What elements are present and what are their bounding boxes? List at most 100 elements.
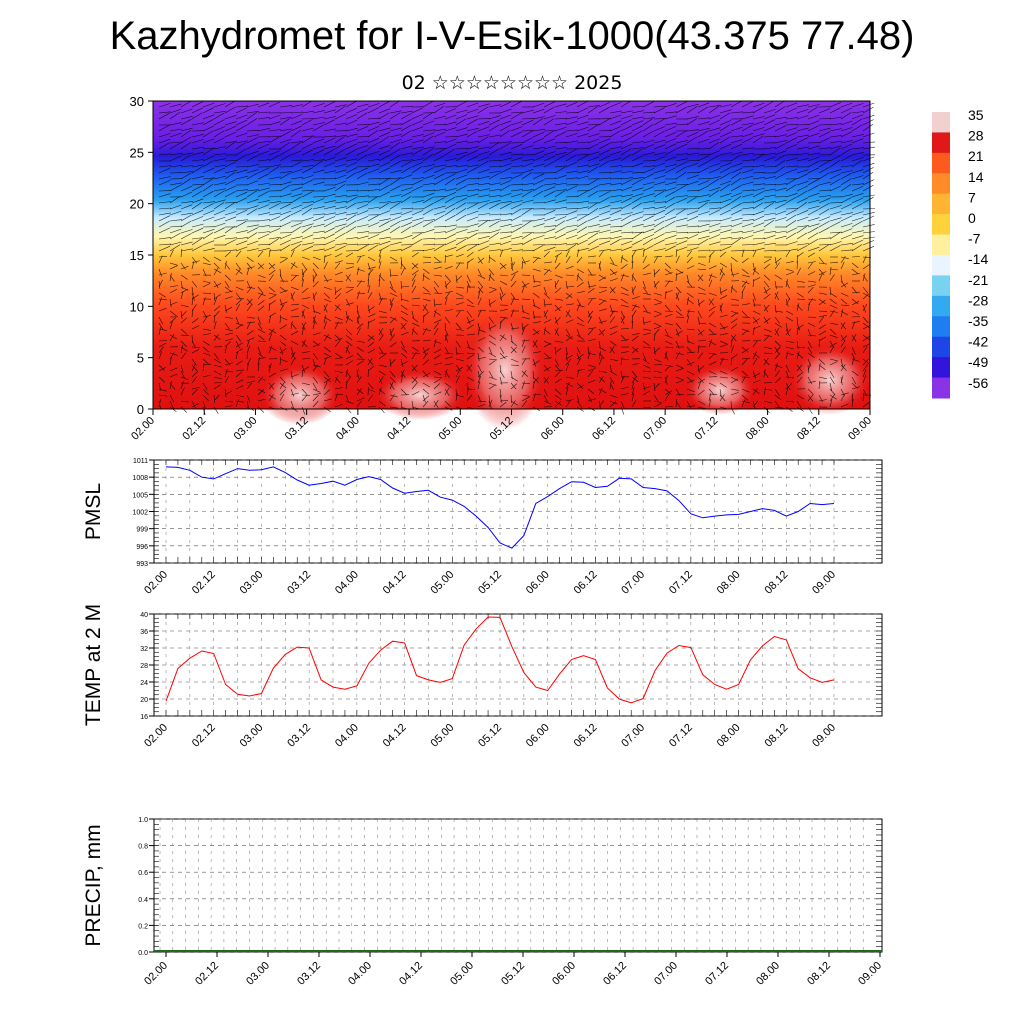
wind-barb	[686, 148, 700, 150]
wind-barb	[587, 238, 599, 246]
wind-barb	[774, 340, 782, 347]
wind-barb	[653, 190, 665, 198]
wind-barb	[169, 373, 178, 378]
wind-barb	[587, 315, 593, 324]
wind-barb	[345, 237, 358, 240]
wind-barb	[235, 140, 248, 144]
wind-barb	[411, 316, 419, 323]
wind-barb	[433, 400, 439, 408]
wind-barb	[620, 393, 629, 396]
wind-barb	[367, 306, 375, 312]
wind-barb	[631, 172, 645, 174]
wind-barb	[334, 404, 343, 408]
wind-barb	[499, 346, 505, 355]
wind-barb	[312, 237, 325, 240]
wind-barb	[411, 297, 421, 300]
wind-barb	[158, 112, 170, 120]
wind-barb	[279, 181, 292, 186]
wind-barb	[191, 146, 204, 150]
wind-barb	[719, 394, 726, 402]
wind-barb	[565, 352, 568, 361]
wind-barb	[158, 400, 161, 409]
wind-barb	[554, 182, 567, 186]
wind-barb	[829, 298, 837, 305]
wind-barb	[510, 189, 523, 192]
wind-barb	[807, 152, 820, 156]
wind-barb	[334, 243, 347, 246]
wind-barb	[543, 115, 556, 120]
wind-barb	[268, 236, 281, 240]
wind-barb	[653, 256, 663, 258]
wind-barb	[400, 130, 412, 138]
wind-barb	[334, 200, 347, 204]
wind-barb	[708, 340, 717, 346]
wind-barb	[708, 339, 712, 348]
wind-barb	[576, 334, 584, 340]
wind-barb	[422, 248, 435, 252]
wind-barb	[224, 369, 228, 378]
wind-barb	[180, 191, 193, 198]
wind-barb	[675, 183, 689, 186]
wind-barb	[268, 363, 272, 372]
wind-barb	[576, 316, 584, 322]
wind-barb	[257, 212, 270, 216]
wind-barb	[378, 112, 390, 120]
wind-barb	[664, 313, 673, 318]
wind-barb	[840, 131, 852, 138]
wind-barb	[422, 328, 431, 331]
wind-barb	[268, 328, 275, 336]
wind-barb	[653, 292, 662, 296]
wind-barb	[631, 381, 635, 390]
wind-barb	[312, 256, 321, 261]
wind-barb	[653, 118, 667, 120]
wind-barb	[730, 231, 743, 234]
wind-barb	[598, 118, 610, 126]
wind-barb	[829, 160, 841, 168]
wind-barb	[752, 102, 765, 108]
wind-barb	[422, 286, 430, 293]
wind-barb	[840, 148, 852, 156]
wind-barb	[422, 100, 434, 108]
wind-barb	[477, 297, 482, 306]
wind-barb	[697, 376, 704, 384]
wind-barb	[686, 361, 695, 366]
wind-barb	[675, 393, 685, 396]
wind-barb	[631, 216, 644, 222]
wind-barb	[455, 366, 464, 372]
wind-barb	[576, 249, 580, 258]
wind-barb	[730, 172, 742, 180]
wind-barb	[224, 296, 233, 300]
wind-barb	[631, 196, 643, 204]
wind-barb	[598, 190, 612, 192]
wind-barb	[708, 328, 715, 335]
wind-barb	[246, 337, 255, 342]
wind-barb	[686, 370, 695, 375]
wind-barb	[400, 352, 408, 359]
wind-barb	[807, 161, 819, 168]
wind-barb	[763, 202, 775, 210]
wind-barb	[609, 170, 622, 174]
wind-barb	[741, 303, 750, 306]
wind-barb	[444, 363, 453, 366]
wind-barb	[477, 134, 490, 138]
wind-barb	[257, 250, 264, 258]
wind-barb	[290, 104, 303, 108]
wind-barb	[851, 376, 857, 385]
wind-barb	[741, 328, 750, 333]
x-tick-label: 07.12	[693, 415, 721, 443]
wind-barb	[213, 199, 226, 204]
wind-barb	[202, 363, 205, 372]
wind-barb	[290, 274, 300, 276]
wind-barb	[477, 235, 490, 240]
wind-barb	[180, 100, 192, 108]
wind-barb	[202, 394, 209, 402]
wind-barb	[576, 328, 581, 337]
wind-barb	[257, 340, 267, 342]
wind-barb	[752, 262, 756, 271]
wind-barb	[301, 118, 315, 120]
wind-barb	[807, 178, 821, 180]
wind-barb	[598, 229, 611, 234]
wind-barb	[785, 193, 798, 198]
wind-barb	[378, 202, 390, 210]
wind-barb	[488, 249, 501, 252]
